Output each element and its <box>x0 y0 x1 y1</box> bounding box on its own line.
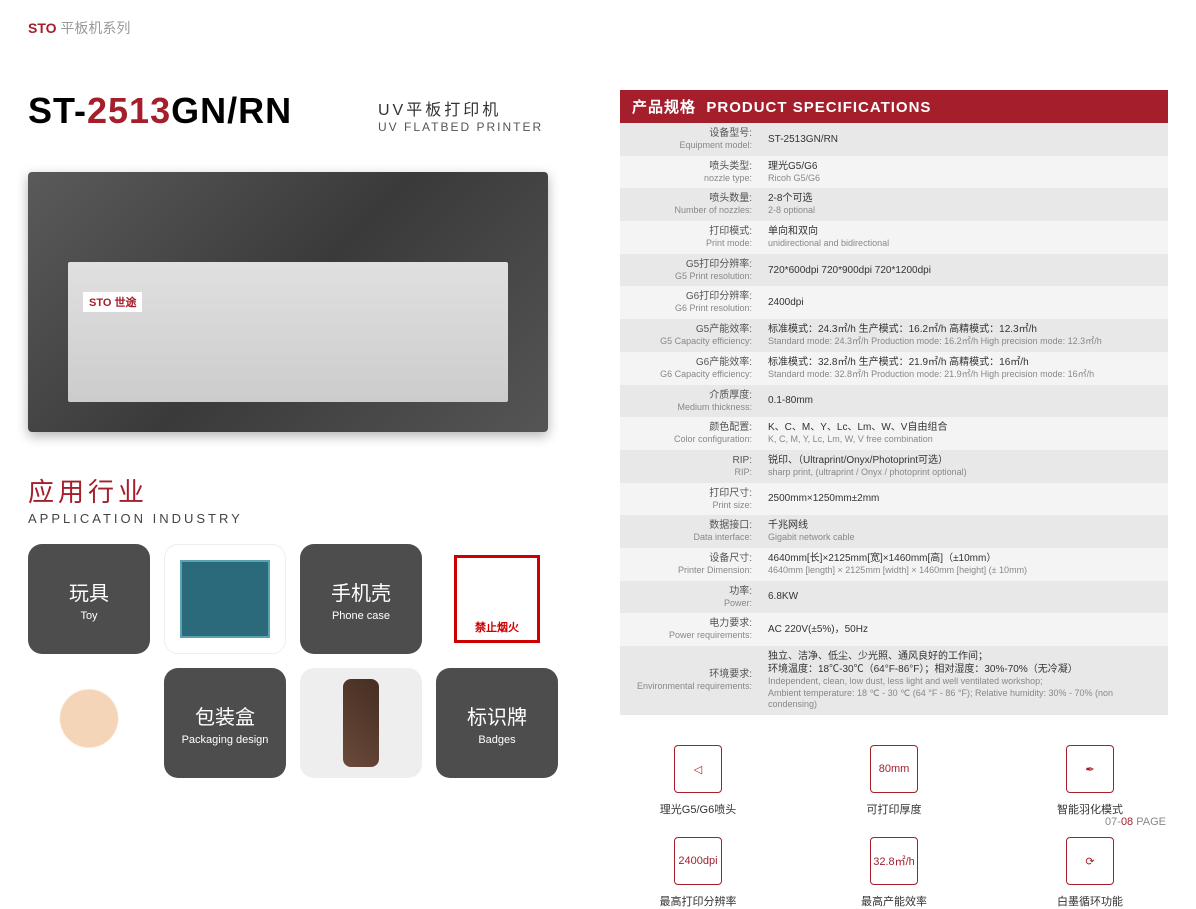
feature-label: 智能羽化模式 <box>1057 801 1123 817</box>
application-tiles: 玩具 Toy 手机壳 Phone case 禁止烟火 包装盒 Packaging… <box>28 544 578 778</box>
spec-row: 环境要求:Environmental requirements:独立、洁净、低尘… <box>620 646 1168 715</box>
left-column: ST-2513GN/RN UV平板打印机 UV FLATBED PRINTER … <box>28 90 578 778</box>
tile-sign: 禁止烟火 <box>436 544 558 654</box>
spec-row: 设备尺寸:Printer Dimension:4640mm[长]×2125mm[… <box>620 548 1168 581</box>
spec-row: 打印尺寸:Print size:2500mm×1250mm±2mm <box>620 483 1168 516</box>
spec-row: 喷头类型:nozzle type:理光G5/G6Ricoh G5/G6 <box>620 156 1168 189</box>
tile-badges: 标识牌 Badges <box>436 668 558 778</box>
feature-label: 理光G5/G6喷头 <box>660 801 736 817</box>
spec-row: G6产能效率:G6 Capacity efficiency:标准模式：32.8㎡… <box>620 352 1168 385</box>
feature-label: 最高产能效率 <box>861 893 927 909</box>
tile-phone-image <box>300 668 422 778</box>
printer-brand-badge: STO 世途 <box>83 292 142 312</box>
spec-header: 产品规格 PRODUCT SPECIFICATIONS <box>620 90 1168 123</box>
series-text: 平板机系列 <box>60 20 130 36</box>
feature-grid: ◁ 理光G5/G6喷头 80mm 可打印厚度 ✒ 智能羽化模式 2400dpi 最高打印分辨率… <box>620 745 1168 909</box>
application-title-en: APPLICATION INDUSTRY <box>28 511 578 526</box>
brand-text: STO <box>28 20 57 36</box>
spec-row: G6打印分辨率:G6 Print resolution:2400dpi <box>620 286 1168 319</box>
spec-row: G5产能效率:G5 Capacity efficiency:标准模式：24.3㎡… <box>620 319 1168 352</box>
spec-row: 电力要求:Power requirements:AC 220V(±5%)，50H… <box>620 613 1168 646</box>
feature-icon: 32.8㎡/h <box>870 837 918 885</box>
tile-ornate-box <box>164 544 286 654</box>
feature-item: 2400dpi 最高打印分辨率 <box>620 837 776 909</box>
spec-row: 颜色配置:Color configuration:K、C、M、Y、Lc、Lm、W… <box>620 417 1168 450</box>
subtitle-en: UV FLATBED PRINTER <box>378 120 543 134</box>
feature-item: ◁ 理光G5/G6喷头 <box>620 745 776 817</box>
feature-item: ✒ 智能羽化模式 <box>1012 745 1168 817</box>
application-title-cn: 应用行业 <box>28 472 578 509</box>
feature-label: 白墨循环功能 <box>1057 893 1123 909</box>
tile-packaging: 包装盒 Packaging design <box>164 668 286 778</box>
page-number: 07-08 PAGE <box>1105 816 1166 828</box>
tile-doll <box>28 668 150 778</box>
series-tag: STO 平板机系列 <box>28 18 130 38</box>
feature-icon: ✒ <box>1066 745 1114 793</box>
spec-row: 功率:Power:6.8KW <box>620 581 1168 614</box>
spec-row: 喷头数量:Number of nozzles:2-8个可选2-8 optiona… <box>620 188 1168 221</box>
printer-image: STO 世途 <box>28 172 548 432</box>
tile-phone-case: 手机壳 Phone case <box>300 544 422 654</box>
feature-item: 80mm 可打印厚度 <box>816 745 972 817</box>
spec-row: 数据接口:Data interface:千兆网线Gigabit network … <box>620 515 1168 548</box>
feature-item: ⟳ 白墨循环功能 <box>1012 837 1168 909</box>
feature-label: 可打印厚度 <box>867 801 922 817</box>
right-column: 产品规格 PRODUCT SPECIFICATIONS 设备型号:Equipme… <box>620 90 1168 909</box>
feature-icon: 80mm <box>870 745 918 793</box>
spec-row: G5打印分辨率:G5 Print resolution:720*600dpi 7… <box>620 254 1168 287</box>
feature-icon: ⟳ <box>1066 837 1114 885</box>
spec-row: 设备型号:Equipment model:ST-2513GN/RN <box>620 123 1168 156</box>
spec-row: RIP:RIP:锐印、（Ultraprint/Onyx/Photoprint可选… <box>620 450 1168 483</box>
feature-label: 最高打印分辨率 <box>660 893 737 909</box>
spec-row: 介质厚度:Medium thickness:0.1-80mm <box>620 385 1168 418</box>
feature-icon: 2400dpi <box>674 837 722 885</box>
feature-item: 32.8㎡/h 最高产能效率 <box>816 837 972 909</box>
subtitle-block: UV平板打印机 UV FLATBED PRINTER <box>378 96 543 134</box>
tile-toy: 玩具 Toy <box>28 544 150 654</box>
spec-row: 打印模式:Print mode:单向和双向unidirectional and … <box>620 221 1168 254</box>
spec-table: 设备型号:Equipment model:ST-2513GN/RN喷头类型:no… <box>620 123 1168 715</box>
feature-icon: ◁ <box>674 745 722 793</box>
subtitle-cn: UV平板打印机 <box>378 96 543 120</box>
